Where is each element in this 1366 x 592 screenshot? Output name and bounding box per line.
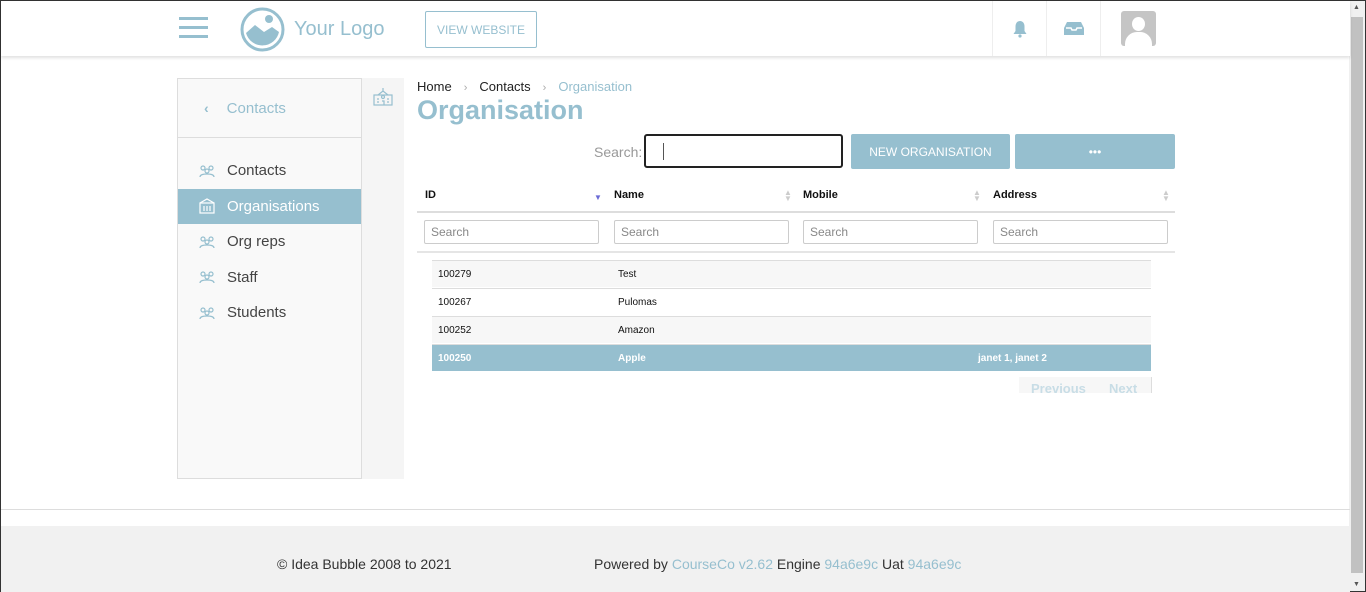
pagination: Previous Next xyxy=(1019,377,1152,393)
sidebar-item-org-reps[interactable]: Org reps xyxy=(178,224,361,260)
school-building-icon[interactable] xyxy=(373,88,393,106)
cell-id: 100252 xyxy=(438,325,472,336)
inbox-icon xyxy=(1063,21,1084,35)
previous-button[interactable]: Previous xyxy=(1031,381,1086,393)
sort-icon[interactable]: ▲ ▼ xyxy=(973,188,981,203)
header-divider xyxy=(417,211,1175,213)
column-header-id[interactable]: ID xyxy=(425,189,436,201)
page-title: Organisation xyxy=(417,95,584,125)
breadcrumb-home[interactable]: Home xyxy=(417,79,452,94)
next-button[interactable]: Next xyxy=(1109,381,1138,393)
engine-label: Engine xyxy=(776,556,821,572)
chevron-right-icon: › xyxy=(542,82,547,94)
sidebar: ‹ Contacts Contacts Organisations Org re… xyxy=(177,78,362,479)
sidebar-item-label: Staff xyxy=(227,268,258,286)
sidebar-item-label: Contacts xyxy=(227,162,287,180)
sort-icon[interactable]: ▲ ▼ xyxy=(1162,188,1170,203)
people-group-icon xyxy=(199,307,215,319)
cell-name: Test xyxy=(618,269,637,280)
table-row[interactable]: 100252 Amazon xyxy=(432,316,1151,343)
powered-by-label: Powered by xyxy=(594,556,668,572)
bell-icon xyxy=(1013,20,1026,38)
column-header-name[interactable]: Name xyxy=(614,189,644,201)
product-link[interactable]: CourseCo v2.62 xyxy=(671,556,773,572)
logo[interactable]: Your Logo xyxy=(240,7,384,52)
user-menu[interactable] xyxy=(1100,1,1176,56)
menu-icon[interactable] xyxy=(179,17,208,39)
people-group-icon xyxy=(199,165,215,177)
filter-id-input[interactable]: Search xyxy=(424,220,599,244)
chevron-left-icon: ‹ xyxy=(204,100,209,116)
footer-divider xyxy=(1,509,1350,510)
breadcrumb: Home › Contacts › Organisation xyxy=(417,79,632,94)
powered-by: Powered by CourseCo v2.62 Engine 94a6e9c… xyxy=(594,556,961,572)
column-header-address[interactable]: Address xyxy=(993,189,1038,201)
inbox-button[interactable] xyxy=(1046,1,1100,56)
filter-mobile-input[interactable]: Search xyxy=(803,220,978,244)
logo-text: Your Logo xyxy=(294,18,385,40)
cell-id: 100250 xyxy=(438,353,472,364)
cell-address: janet 1, janet 2 xyxy=(978,353,1047,364)
cell-id: 100267 xyxy=(438,297,472,308)
notifications-button[interactable] xyxy=(992,1,1046,56)
search-label: Search: xyxy=(594,144,643,160)
table-row[interactable]: 100279 Test xyxy=(432,260,1151,287)
filter-divider xyxy=(417,251,1175,253)
copyright: © Idea Bubble 2008 to 2021 xyxy=(277,556,452,572)
table-row-selected[interactable]: 100250 Apple janet 1, janet 2 xyxy=(432,344,1151,371)
chevron-right-icon: › xyxy=(463,82,468,94)
secondary-nav-strip xyxy=(362,78,404,479)
sidebar-item-contacts[interactable]: Contacts xyxy=(178,153,361,189)
page-scrollbar[interactable]: ▲ ▼ xyxy=(1349,1,1365,591)
more-options-button[interactable]: ••• xyxy=(1015,134,1175,169)
sidebar-item-label: Students xyxy=(227,304,287,322)
sort-desc-icon[interactable]: ▼ xyxy=(594,193,602,202)
people-group-icon xyxy=(199,271,215,284)
new-organisation-button[interactable]: NEW ORGANISATION xyxy=(851,134,1010,169)
footer: © Idea Bubble 2008 to 2021 Powered by Co… xyxy=(1,526,1350,592)
breadcrumb-contacts[interactable]: Contacts xyxy=(479,79,531,94)
cell-id: 100279 xyxy=(438,269,472,280)
column-header-mobile[interactable]: Mobile xyxy=(803,189,838,201)
cell-name: Amazon xyxy=(618,325,655,336)
table-row[interactable]: 100267 Pulomas xyxy=(432,288,1151,315)
sidebar-item-students[interactable]: Students xyxy=(178,295,361,331)
cell-name: Apple xyxy=(618,353,646,364)
sort-icon[interactable]: ▲ ▼ xyxy=(784,188,792,203)
avatar[interactable] xyxy=(1121,11,1156,46)
cell-name: Pulomas xyxy=(618,297,657,308)
organisation-icon xyxy=(199,198,215,214)
engine-version: 94a6e9c xyxy=(824,556,879,572)
breadcrumb-current: Organisation xyxy=(558,79,633,94)
sidebar-back-button[interactable]: ‹ Contacts xyxy=(178,79,361,138)
filter-address-input[interactable]: Search xyxy=(993,220,1168,244)
filter-name-input[interactable]: Search xyxy=(614,220,789,244)
sidebar-item-staff[interactable]: Staff xyxy=(178,260,361,296)
uat-version: 94a6e9c xyxy=(907,556,962,572)
uat-label: Uat xyxy=(881,556,904,572)
sidebar-back-label: Contacts xyxy=(226,99,286,117)
people-group-icon xyxy=(199,236,215,248)
sidebar-item-label: Organisations xyxy=(227,197,320,215)
view-website-button[interactable]: VIEW WEBSITE xyxy=(425,11,537,48)
sidebar-item-label: Org reps xyxy=(227,233,286,251)
sidebar-item-organisations[interactable]: Organisations xyxy=(178,188,361,224)
logo-icon xyxy=(240,7,285,52)
search-input[interactable] xyxy=(644,134,843,168)
top-header: Your Logo VIEW WEBSITE xyxy=(1,1,1350,56)
